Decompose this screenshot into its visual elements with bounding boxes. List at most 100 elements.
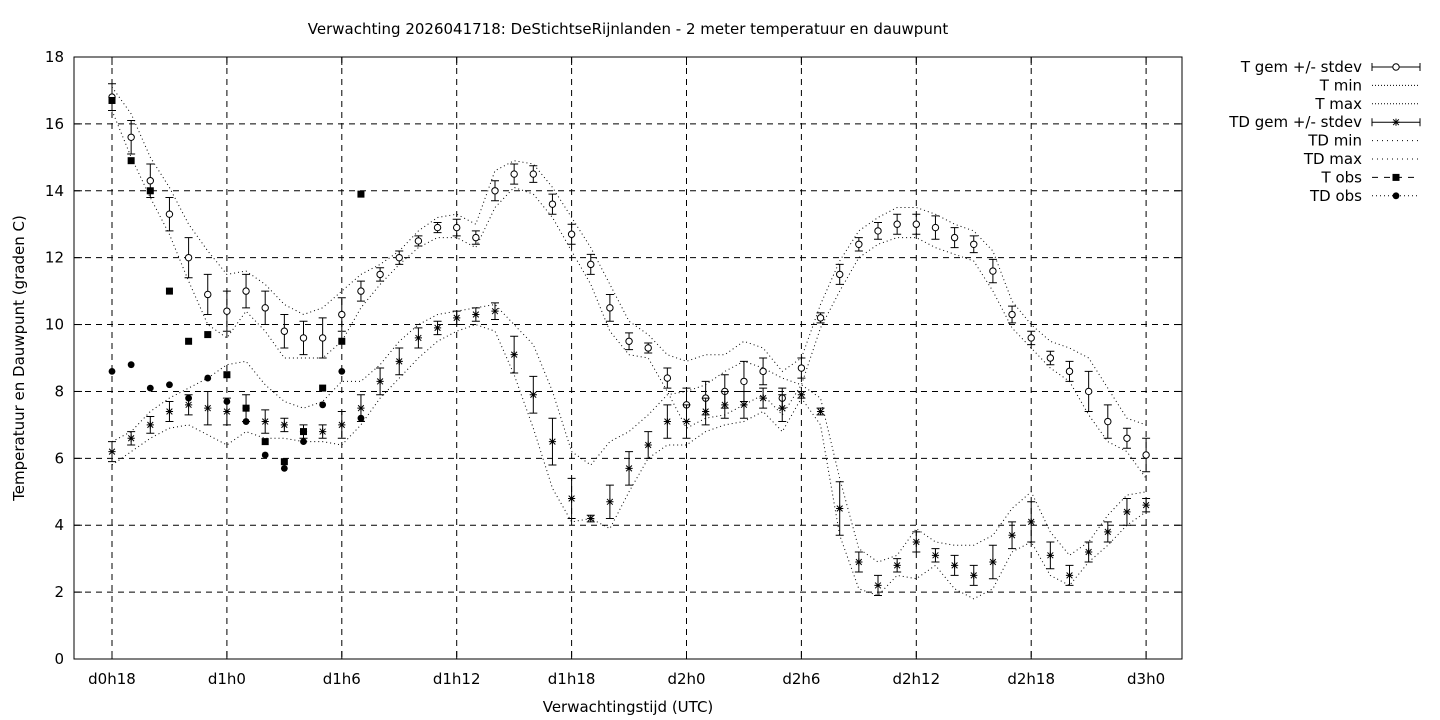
t-gem-point — [376, 270, 384, 279]
y-tick-label: 18 — [45, 48, 64, 66]
t-obs-point — [261, 438, 269, 446]
y-tick-label: 2 — [54, 583, 64, 601]
y-tick-label: 8 — [54, 382, 64, 400]
td-gem-point — [165, 407, 174, 416]
td-gem-point — [568, 494, 576, 503]
t-gem-point — [567, 230, 576, 238]
td-gem-point — [893, 561, 901, 569]
x-tick-label: d1h12 — [433, 670, 481, 688]
t-gem-point — [912, 220, 920, 228]
t-obs-point — [300, 428, 307, 436]
td-gem-point — [836, 504, 844, 513]
axis-ticks: 0 2 4 6 8 10 12 14 16 18 d0h18 d1h0 d1h6 d1h12 d1h18 d2… — [45, 48, 1182, 688]
t-gem-point — [223, 307, 231, 315]
td-gem-point — [663, 417, 671, 426]
td-gem-point — [261, 417, 269, 426]
t-obs-point — [108, 96, 116, 104]
t-gem-point — [797, 364, 806, 372]
td-gem-point — [644, 441, 652, 449]
y-tick-label: 14 — [45, 182, 64, 200]
t-obs-point — [280, 458, 288, 466]
t-gem-point — [453, 223, 461, 232]
t-gem-point — [261, 304, 269, 312]
td-gem-point — [1008, 531, 1016, 539]
t-gem-point — [472, 233, 480, 242]
td-obs-point — [166, 381, 173, 389]
y-tick-label: 6 — [54, 449, 64, 467]
td-gem-point — [1046, 551, 1054, 559]
x-tick-label: d2h6 — [782, 670, 820, 688]
t-gem-point — [395, 253, 403, 262]
t-gem-point — [1084, 387, 1093, 396]
td-obs-point — [319, 401, 327, 409]
td-gem-point — [970, 571, 978, 579]
td-gem-point — [548, 438, 557, 446]
t-gem-point — [874, 227, 882, 235]
t-gem-point — [1008, 310, 1016, 319]
t-gem-point — [1046, 354, 1055, 362]
td-gem-point — [721, 401, 729, 409]
x-tick-label: d2h12 — [892, 670, 940, 688]
t-gem-point — [433, 223, 442, 232]
td-obs-point — [127, 361, 135, 369]
x-axis-label: Verwachtingstijd (UTC) — [543, 698, 714, 716]
td-gem-point — [1085, 548, 1093, 556]
t-gem-point — [836, 270, 844, 279]
td-gem-point — [625, 464, 633, 472]
td-gem-point — [204, 404, 212, 412]
t-gem-point — [529, 170, 537, 178]
td-obs-point — [108, 367, 116, 375]
td-gem-point — [682, 417, 691, 426]
t-gem-point — [759, 367, 767, 376]
td-gem-point — [797, 391, 805, 399]
t-gem-point — [663, 374, 672, 382]
t-gem-point — [338, 310, 346, 319]
t-obs-point — [185, 337, 193, 345]
td-gem-point — [874, 581, 882, 590]
td-gem-point — [931, 551, 940, 559]
t-gem-point — [357, 287, 365, 295]
td-gem-point — [510, 351, 518, 359]
t-gem-point — [893, 220, 901, 228]
t-obs-point — [319, 384, 327, 392]
td-gem-point — [338, 421, 346, 429]
t-gem-point — [548, 200, 557, 208]
legend-label: TD gem +/- stdev — [1228, 113, 1362, 131]
td-obs-point — [242, 418, 250, 425]
series-t-obs — [108, 96, 365, 466]
t-obs-point — [338, 337, 346, 345]
x-tick-label: d1h18 — [548, 670, 596, 688]
t-gem-point — [165, 210, 174, 218]
t-gem-point — [931, 223, 940, 232]
tmax-line — [111, 86, 1147, 426]
td-gem-point — [280, 421, 288, 429]
t-gem-point — [242, 287, 250, 295]
td-gem-point — [702, 407, 710, 416]
legend-label: TD obs — [1309, 187, 1362, 205]
t-gem-point — [970, 240, 978, 248]
grid-lines — [74, 57, 1182, 659]
tdmin-line — [111, 324, 1147, 600]
td-gem-point — [1104, 528, 1112, 536]
tdmax-line — [111, 303, 1147, 563]
t-gem-point — [204, 290, 212, 299]
td-obs-point — [223, 398, 231, 405]
td-obs-point — [357, 414, 365, 422]
t-obs-point — [242, 404, 250, 412]
td-gem-point — [223, 407, 231, 416]
t-gem-point — [414, 237, 423, 245]
td-gem-point — [606, 498, 614, 506]
td-gem-point — [453, 314, 461, 322]
td-obs-point — [185, 394, 193, 402]
td-gem-point — [529, 391, 537, 399]
td-gem-point — [472, 310, 480, 319]
y-tick-label: 16 — [45, 115, 64, 133]
t-gem-point — [184, 253, 193, 262]
t-gem-point — [491, 187, 499, 195]
t-obs-point — [357, 190, 365, 198]
td-gem-point — [319, 427, 327, 436]
plot-area — [108, 83, 1151, 600]
t-gem-point — [318, 334, 327, 342]
t-gem-point — [606, 304, 614, 312]
y-tick-label: 4 — [54, 516, 64, 534]
